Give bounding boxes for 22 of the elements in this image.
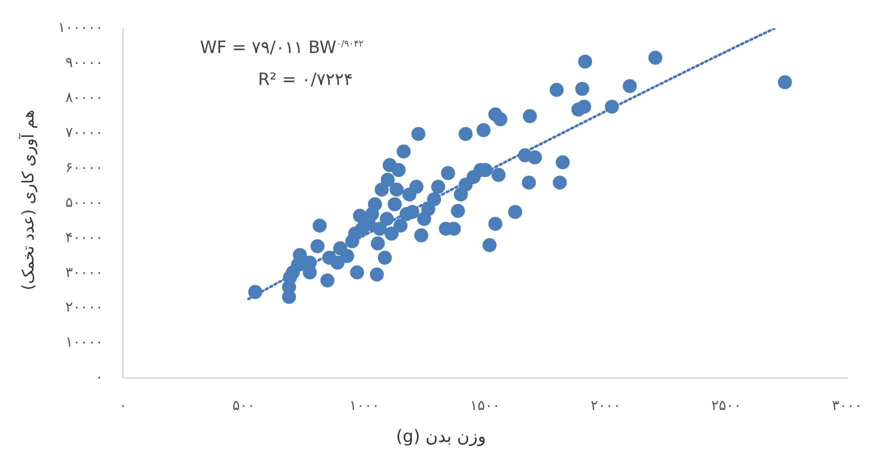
annotation: R² = ۰/۷۲۲۴: [258, 70, 354, 90]
x-tick-label: ۱۵۰۰: [470, 398, 500, 414]
y-tick-label: ۶۰۰۰۰: [65, 160, 103, 176]
y-tick-label: ۱۰۰۰۰: [65, 334, 103, 351]
y-tick-label: ۵۰۰۰۰: [65, 194, 103, 211]
y-tick-label: ۱۰۰۰۰۰: [58, 20, 103, 36]
y-tick-label: ۲۰۰۰۰: [65, 300, 103, 316]
x-axis-title: وزن بدن (g): [396, 427, 486, 447]
annotation: WF = ۷۹/۰۱۱ BW$^{۰/۹۰۴۲}$: [200, 38, 364, 58]
y-axis-title: هم آوری کاری (عدد تخمک): [18, 110, 38, 290]
x-tick-label: ۵۰۰: [232, 398, 255, 414]
x-tick-label: ۲۵۰۰: [711, 398, 742, 414]
x-tick-label: ۰: [119, 398, 127, 414]
y-tick-label: ۴۰۰۰۰: [65, 230, 103, 246]
y-tick-label: ۰: [95, 370, 103, 386]
y-tick-label: ۷۰۰۰۰: [65, 124, 103, 141]
x-tick-label: ۲۰۰۰: [590, 398, 621, 414]
y-tick-label: ۹۰۰۰۰: [65, 55, 103, 71]
y-tick-label: ۸۰۰۰۰: [65, 90, 103, 106]
x-tick-label: ۳۰۰۰: [832, 398, 862, 414]
y-tick-label: ۳۰۰۰۰: [65, 264, 103, 281]
x-tick-label: ۱۰۰۰: [349, 398, 380, 414]
